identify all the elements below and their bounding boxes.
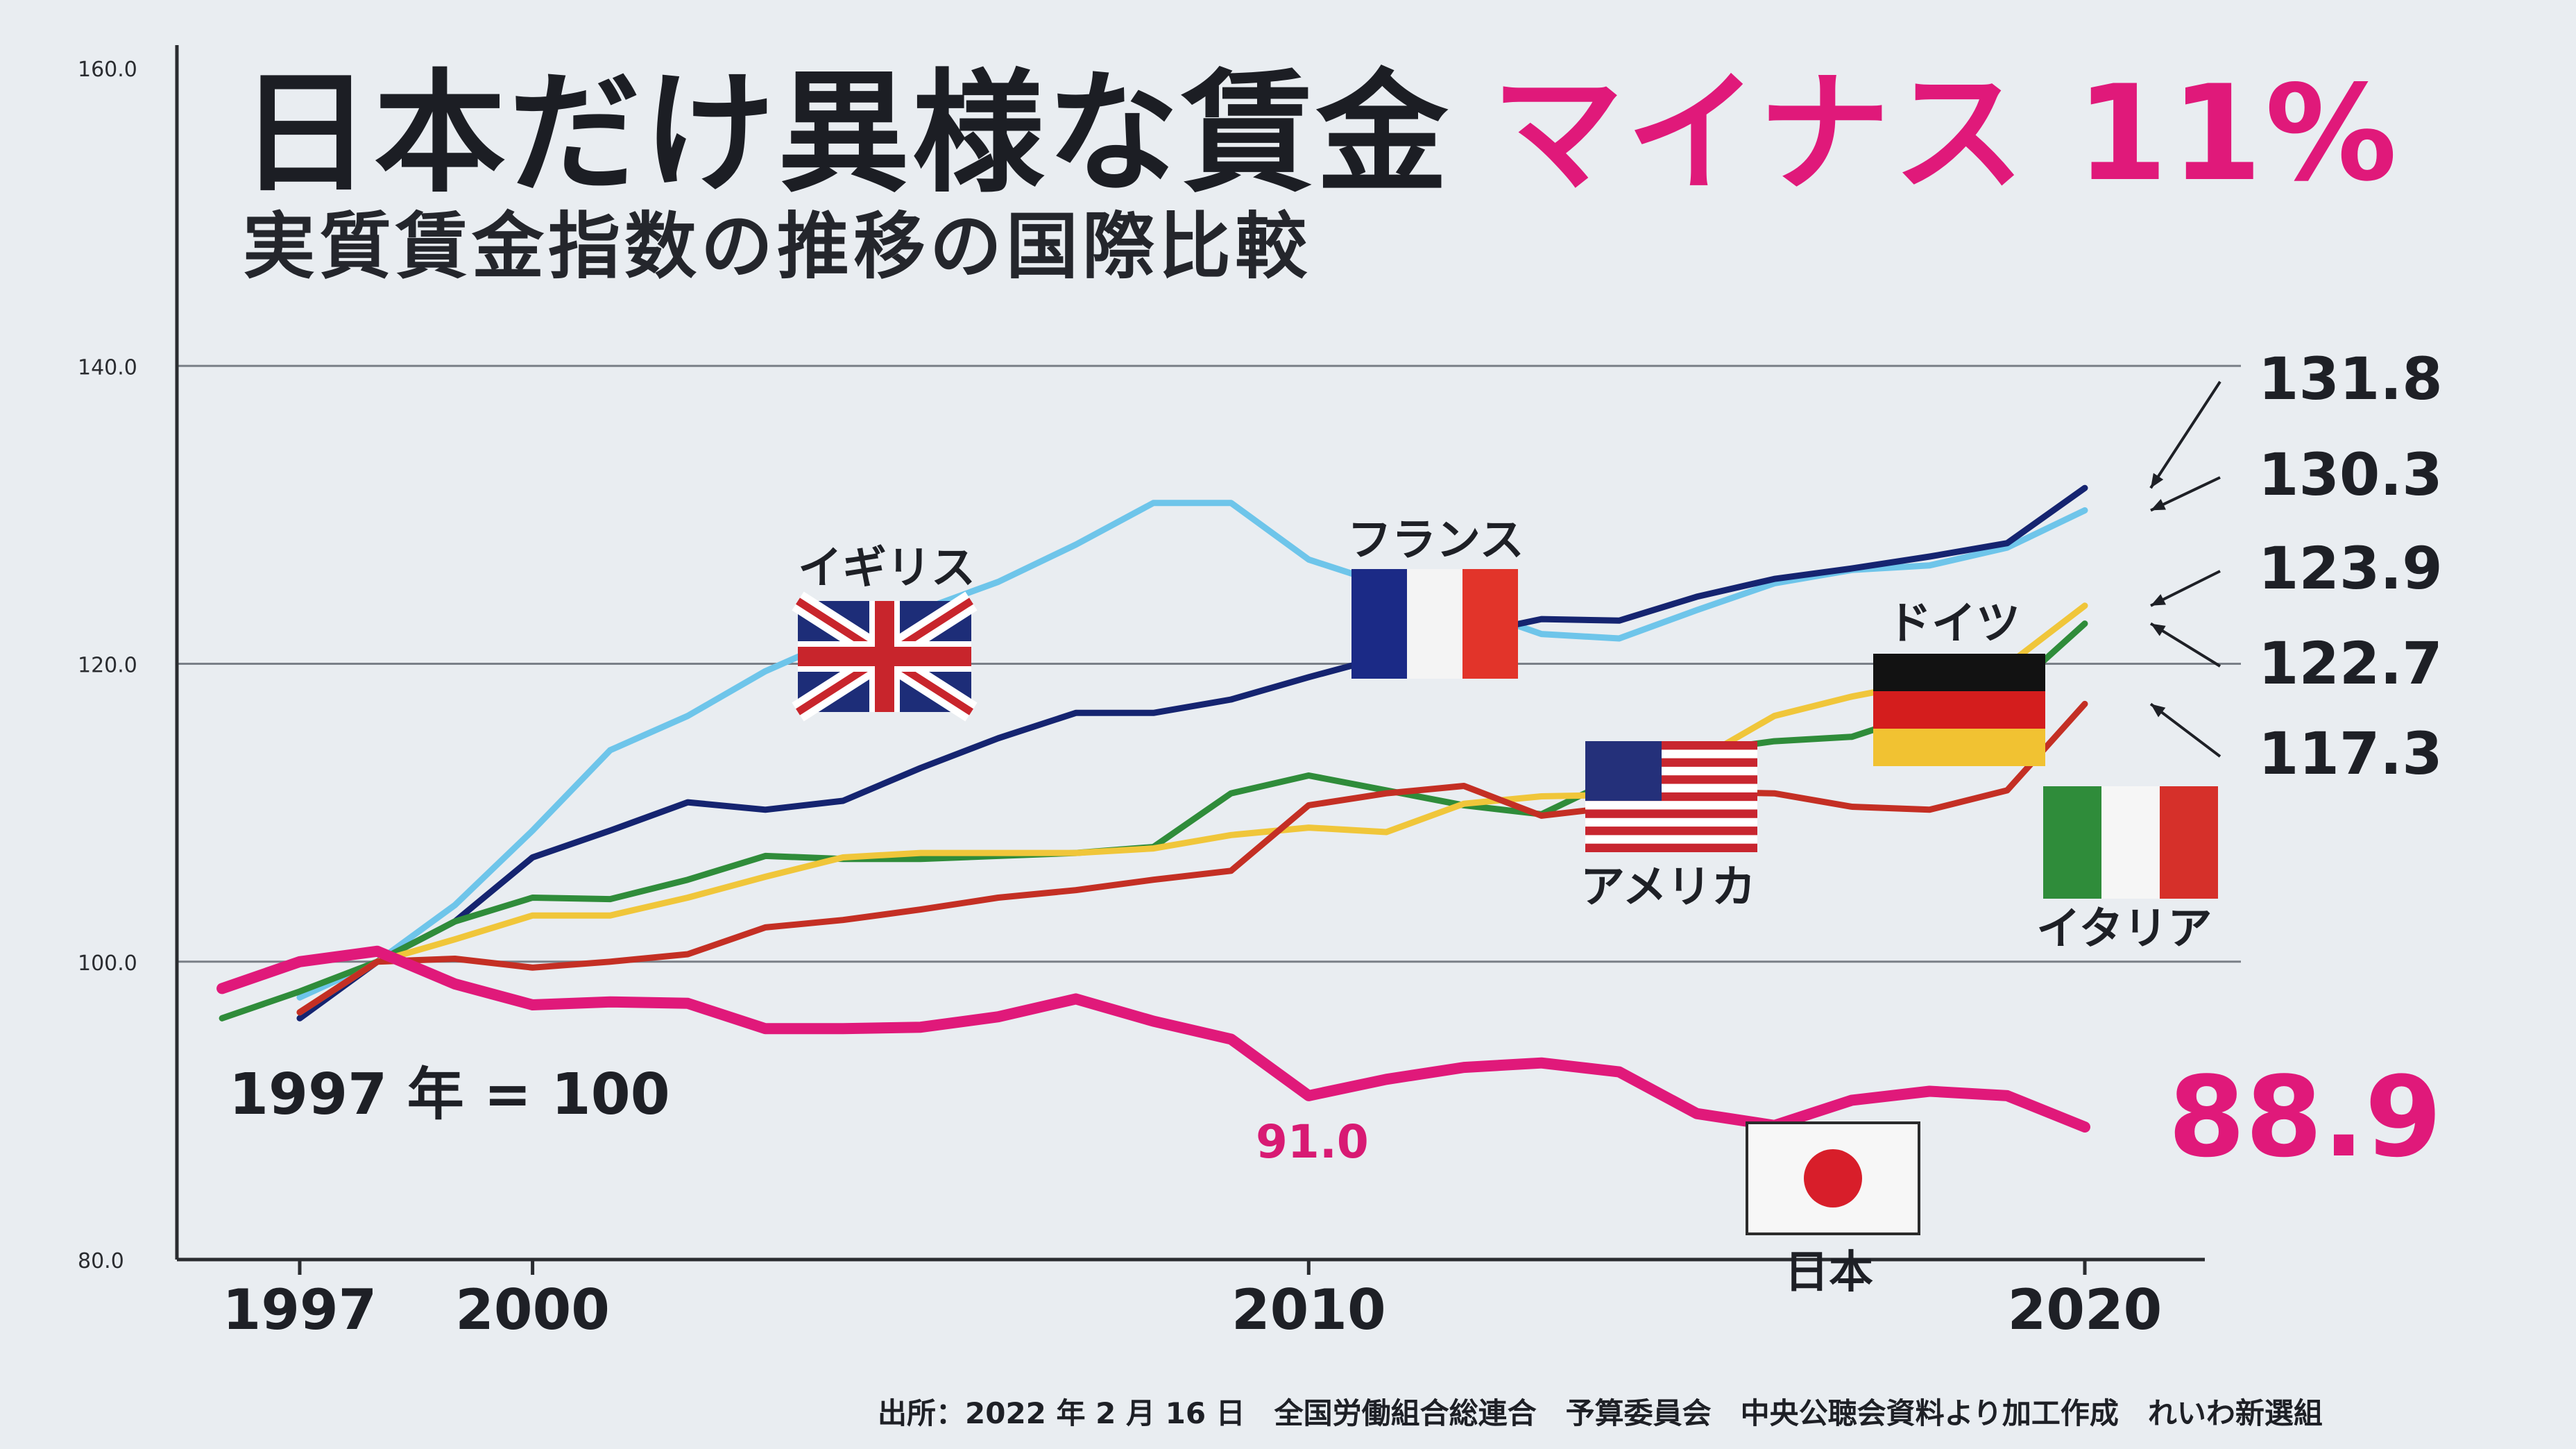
usa-flag-icon [1585, 741, 1757, 852]
y-tick-label: 80.0 [78, 1249, 124, 1273]
end-label-arrowhead [2151, 499, 2166, 511]
end-label-arrowhead [2151, 623, 2166, 636]
y-tick-label: 160.0 [78, 58, 137, 82]
x-tick-label: 2010 [1231, 1278, 1386, 1342]
end-label-arrow [2149, 702, 2221, 758]
label-japan: 日本 [1784, 1247, 1873, 1298]
end-label-arrowhead [2151, 704, 2166, 718]
note-base-year: 1997 年 = 100 [229, 1062, 670, 1128]
end-value-label-uk: 130.3 [2258, 441, 2443, 509]
japan-flag-icon [1746, 1121, 1920, 1235]
y-tick-label: 140.0 [78, 355, 137, 380]
title-accent: マイナス 11% [1492, 57, 2400, 210]
y-tick-label: 100.0 [78, 951, 137, 976]
end-label-arrow [2149, 380, 2221, 489]
japan-end-value: 88.9 [2168, 1052, 2442, 1182]
italy-flag-icon [2043, 786, 2218, 899]
end-value-label-italy: 117.3 [2258, 720, 2443, 788]
series-line-germany [219, 620, 2088, 1022]
end-value-label-usa: 123.9 [2258, 534, 2443, 602]
series-line-italy [296, 700, 2088, 1016]
x-tick-label: 2020 [2008, 1278, 2163, 1342]
x-tick-label: 2000 [455, 1278, 610, 1342]
label-france: フランス [1347, 515, 1524, 566]
series-line-france [296, 484, 2088, 1022]
france-flag-icon [1351, 569, 1518, 679]
chart-subtitle: 実質賃金指数の推移の国際比較 [243, 204, 1312, 289]
label-uk: イギリス [798, 543, 975, 594]
annotation-japan-2010: 91.0 [1256, 1115, 1369, 1169]
end-value-label-france: 131.8 [2258, 345, 2443, 413]
label-germany: ドイツ [1887, 598, 2020, 650]
end-label-arrowhead [2151, 594, 2166, 606]
x-tick-label: 1997 [223, 1278, 377, 1342]
uk-flag-icon [792, 591, 978, 722]
series-layer [216, 484, 2090, 1133]
series-line-uk [296, 500, 2088, 1001]
y-tick-label: 120.0 [78, 654, 137, 678]
axis-layer: 80.0 100.0 120.0 140.0 160.0 1997 2000 2010 2020 [78, 45, 2205, 1342]
source-note: 出所：2022 年 2 月 16 日 全国労働組合総連合 予算委員会 中央公聴会… [878, 1396, 2323, 1430]
germany-flag-icon [1873, 654, 2045, 766]
series-line-usa [296, 602, 2088, 1016]
end-label-arrowhead [2151, 473, 2164, 489]
end-labels: 131.8 130.3 123.9 122.7 117.3 [2149, 345, 2443, 788]
label-usa: アメリカ [1580, 862, 1756, 913]
end-value-label-germany: 122.7 [2258, 629, 2443, 697]
label-italy: イタリア [2036, 904, 2212, 955]
title-main: 日本だけ異様な賃金 [239, 57, 1451, 210]
